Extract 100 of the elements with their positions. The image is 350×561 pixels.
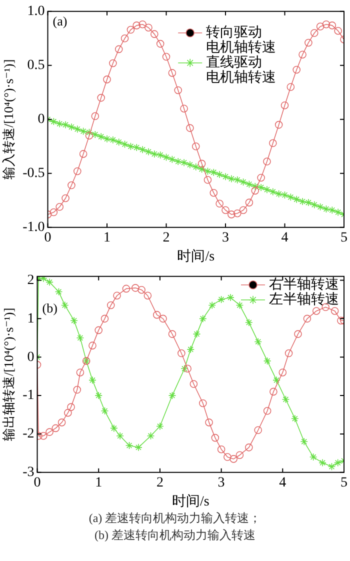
point <box>73 386 82 394</box>
point <box>192 142 200 150</box>
x-tick-label: 4 <box>281 230 288 246</box>
point <box>217 296 226 304</box>
point <box>114 45 123 54</box>
point <box>304 198 312 206</box>
point <box>180 104 188 112</box>
annotation: (b) <box>42 300 58 316</box>
point <box>263 407 272 415</box>
point <box>94 392 103 400</box>
point <box>73 167 82 176</box>
point <box>67 403 75 411</box>
legend-label: 转向驱动电机轴转速 <box>206 24 276 56</box>
point <box>292 66 300 74</box>
point <box>174 86 182 94</box>
point <box>79 150 88 158</box>
point <box>116 432 124 440</box>
point <box>94 326 103 334</box>
point <box>162 153 170 162</box>
point <box>39 432 48 440</box>
point <box>138 20 146 28</box>
point <box>186 160 194 169</box>
point <box>56 120 64 128</box>
point <box>337 316 344 324</box>
point <box>198 165 206 173</box>
y-tick-label: 1.0 <box>27 4 45 20</box>
point <box>70 316 78 324</box>
point <box>144 24 152 32</box>
point <box>120 34 129 42</box>
point <box>239 178 248 186</box>
point <box>304 38 312 47</box>
point <box>245 444 253 452</box>
point <box>298 198 306 206</box>
point <box>251 182 260 190</box>
x-tick-label: 1 <box>104 230 111 246</box>
point <box>211 434 220 442</box>
point <box>210 188 218 197</box>
point <box>263 186 271 194</box>
text: (b) 差速转向机构动力输入转速 <box>94 527 256 544</box>
point <box>186 346 195 354</box>
point <box>251 186 260 195</box>
point <box>217 445 226 454</box>
y-tick-label: 1 <box>27 311 34 326</box>
point <box>245 198 254 206</box>
point <box>109 59 117 68</box>
point <box>68 181 76 190</box>
point <box>180 158 188 166</box>
point <box>263 158 271 166</box>
point <box>50 208 58 216</box>
point <box>88 376 96 384</box>
point <box>186 124 194 132</box>
point <box>106 301 115 310</box>
point <box>52 424 60 432</box>
point <box>54 288 63 296</box>
point <box>298 50 306 58</box>
x-tick-label: 2 <box>162 230 170 246</box>
point <box>292 195 300 204</box>
point <box>208 301 216 310</box>
point <box>174 158 182 166</box>
point <box>62 120 70 129</box>
point <box>168 392 176 400</box>
point <box>236 451 244 460</box>
point <box>309 453 318 461</box>
point <box>204 176 212 184</box>
point <box>46 278 54 286</box>
point <box>88 342 96 350</box>
point <box>91 112 100 120</box>
point <box>109 136 117 144</box>
point <box>216 200 224 208</box>
point <box>110 424 118 432</box>
point <box>269 188 277 196</box>
point <box>269 139 277 148</box>
point <box>79 127 88 136</box>
point <box>150 30 158 38</box>
point <box>152 310 161 319</box>
point <box>322 205 330 213</box>
point <box>204 167 212 176</box>
point <box>150 150 158 158</box>
y-tick-label: -2 <box>22 426 34 442</box>
point <box>132 22 141 30</box>
point <box>286 193 295 202</box>
point <box>103 76 111 84</box>
x-tick-label: 5 <box>340 475 348 490</box>
legend-label: 右半轴转速 <box>269 276 339 293</box>
point <box>228 210 236 218</box>
point <box>159 314 167 323</box>
legend-label: 直线驱动电机轴转速 <box>206 54 276 86</box>
point <box>257 174 265 182</box>
point <box>199 314 207 323</box>
point <box>226 294 234 302</box>
point <box>76 334 84 342</box>
point <box>97 132 105 141</box>
point <box>125 442 134 450</box>
annotation: (a) <box>52 13 68 28</box>
point <box>291 414 299 422</box>
x-axis-title: 时间/s <box>177 248 215 264</box>
point <box>178 349 186 358</box>
y-tick-label: 2 <box>27 272 34 288</box>
point <box>254 426 262 434</box>
point <box>270 388 278 396</box>
